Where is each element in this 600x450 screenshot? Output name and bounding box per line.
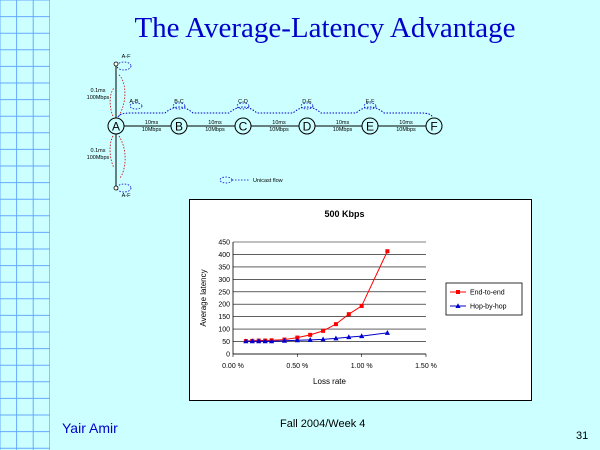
node-label: F [430,120,437,134]
data-point [281,338,288,343]
footer-course-week: Fall 2004/Week 4 [280,418,366,430]
branch-bottom-flow-label: A-F [122,193,132,199]
flow-label: B-C [174,99,184,105]
y-tick-label: 450 [218,240,230,247]
flow-label: A-B [129,99,139,105]
node-a [107,117,125,135]
data-point [384,330,390,335]
link-latency-label: 10ms [145,120,159,126]
flow-marker [236,102,250,110]
author-name: Yair Amir [62,420,118,436]
data-point [320,336,326,342]
y-tick-label: 200 [218,302,230,309]
slide-title: The Average-Latency Advantage [134,12,516,44]
data-point [249,338,255,344]
node-b [170,117,188,135]
link-latency-label: 10ms [272,120,286,126]
y-tick-label: 50 [222,339,230,346]
x-tick-label: 1.50 % [415,363,437,370]
data-point [333,335,339,341]
node-c [234,117,252,135]
node-label: A [112,120,120,134]
flow-marker [300,102,314,110]
data-point [269,338,275,344]
link-bandwidth-label: 10Mbps [396,127,416,133]
flow-label: D-E [302,99,312,105]
data-point [256,338,262,344]
data-point [359,303,364,308]
node-f [425,117,443,135]
y-axis-label: Average latency [199,269,208,326]
y-tick-label: 400 [218,252,230,259]
node-label: B [175,120,183,134]
branch-bottom-bandwidth-label: 100Mbps [87,155,110,161]
data-point [294,337,300,343]
branch-flow-top [109,73,126,117]
series-line-end-to-end [245,250,388,342]
link-bandwidth-label: 10Mbps [205,127,225,133]
link-latency-label: 10ms [208,120,222,126]
node-label: E [366,120,374,134]
legend-flow-label: Unicast flow [253,178,283,184]
node-label: C [239,120,248,134]
y-tick-label: 350 [218,264,230,271]
flow-marker [363,102,377,110]
data-point [308,332,313,337]
data-point [385,249,390,254]
legend-entry: End-to-end [470,290,505,297]
data-point [333,322,338,327]
link-bandwidth-label: 10Mbps [142,127,162,133]
node-d [298,117,316,135]
branch-top-bandwidth-label: 100Mbps [87,95,110,101]
node-e [361,117,379,135]
legend-entry: Hop-by-hop [470,304,507,311]
y-tick-label: 100 [218,327,230,334]
x-tick-label: 0.50 % [286,363,308,370]
legend-marker [456,290,460,294]
branch-top-latency-label: 0.1ms [91,88,106,94]
branch-bottom-latency-label: 0.1ms [91,148,106,154]
x-tick-label: 0.00 % [222,363,244,370]
flow-marker [172,102,186,110]
grid-decoration [0,0,50,450]
branch-endpoint-bottom [113,185,119,191]
link-latency-label: 10ms [399,120,413,126]
y-tick-label: 150 [218,314,230,321]
link-latency-label: 10ms [336,120,350,126]
y-tick-label: 300 [218,277,230,284]
flow-label: E-F [366,99,376,105]
legend-flow-symbol [219,176,233,184]
latency-chart: 500 Kbps 0 50 100 150 200 250 300 350 400 450 0.00 … [189,199,532,401]
data-point [307,337,313,342]
data-point [346,312,351,317]
branch-endpoint-top [113,61,119,67]
branch-flow-bottom [109,135,126,179]
data-point [346,334,352,340]
legend-box [445,282,523,316]
node-label: D [303,120,312,134]
chart-title: 500 Kbps [324,209,364,219]
data-point [321,328,326,333]
y-tick-label: 0 [226,352,230,359]
data-point [243,338,249,344]
branch-top-flow-label: A-F [122,54,132,60]
flow-label: C-D [238,99,248,105]
flow-marker [129,102,143,110]
branch-end-bottom [116,183,132,193]
x-tick-label: 1.00 % [351,363,373,370]
link-bandwidth-label: 10Mbps [269,127,289,133]
unicast-flow-path [117,106,433,118]
page-number: 31 [576,430,589,442]
link-bandwidth-label: 10Mbps [333,127,353,133]
y-tick-label: 250 [218,289,230,296]
legend-marker [455,303,461,308]
chart-legend: End-to-end Hop-by-hop [445,282,523,316]
data-point [262,338,268,344]
data-point [359,333,365,339]
x-axis-label: Loss rate [313,377,346,386]
branch-end-top [116,61,132,71]
